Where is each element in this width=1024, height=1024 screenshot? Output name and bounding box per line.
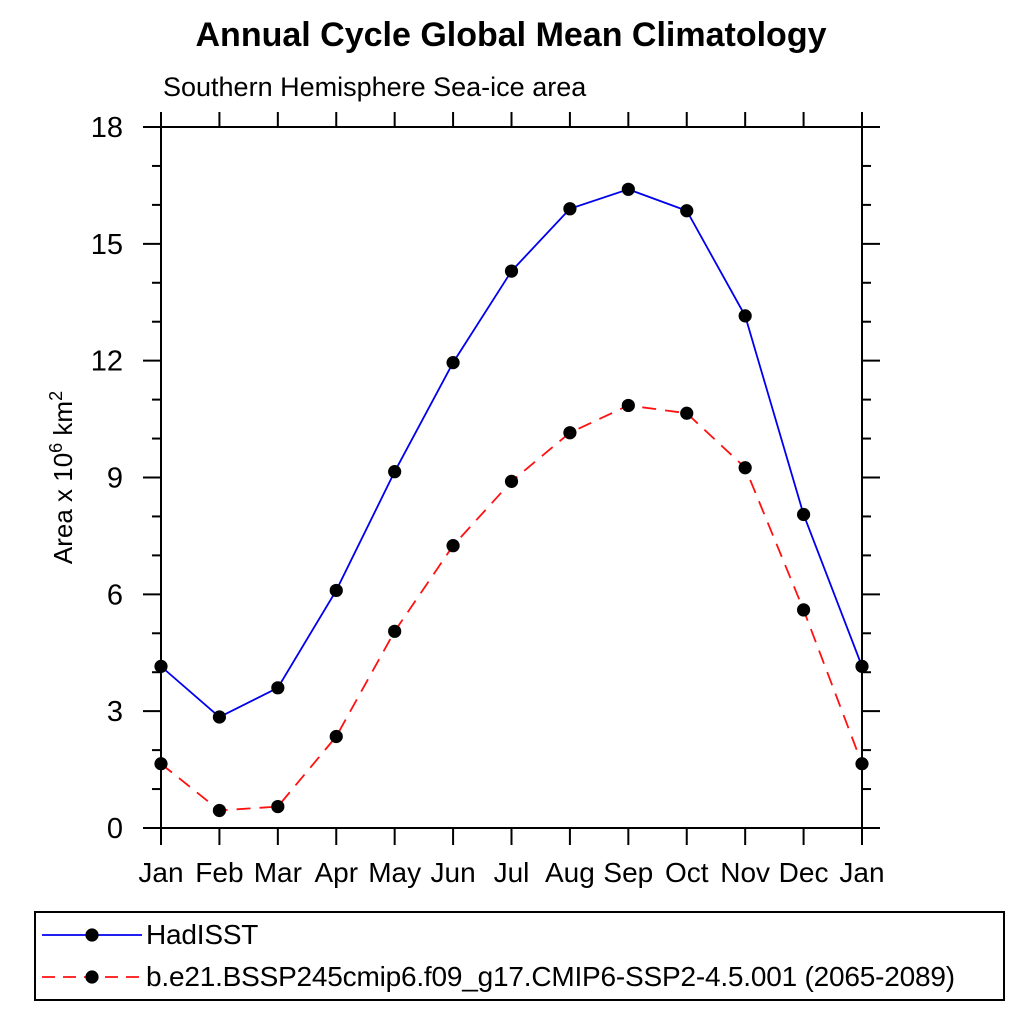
legend-sample-marker <box>85 970 99 984</box>
x-tick-label: Sep <box>603 857 653 888</box>
y-tick-label: 0 <box>107 813 123 845</box>
chart-subtitle: Southern Hemisphere Sea-ice area <box>163 72 587 102</box>
y-tick-label: 15 <box>91 229 123 261</box>
legend: HadISST b.e21.BSSP245cmip6.f09_g17.CMIP6… <box>34 911 1005 1001</box>
legend-sample-marker <box>85 928 99 942</box>
y-tick-label: 3 <box>107 696 123 728</box>
data-point-marker <box>212 710 227 724</box>
data-point-marker <box>738 461 752 475</box>
data-point-marker <box>446 356 460 370</box>
data-point-marker <box>563 202 577 216</box>
data-point-marker <box>329 583 343 598</box>
legend-item-model: b.e21.BSSP245cmip6.f09_g17.CMIP6-SSP2-4.… <box>36 957 1003 997</box>
data-point-marker <box>680 406 694 420</box>
y-tick-label: 12 <box>91 346 123 378</box>
x-tick-label: Jan <box>839 857 884 888</box>
data-point-marker <box>271 799 285 814</box>
x-tick-label: Jun <box>431 857 476 888</box>
y-tick-label: 9 <box>107 463 123 495</box>
data-point-marker <box>504 474 519 488</box>
data-point-marker <box>621 398 635 413</box>
x-tick-label: Apr <box>314 857 358 888</box>
data-point-marker <box>621 182 635 196</box>
x-tick-label: Oct <box>665 857 709 888</box>
data-point-marker <box>504 264 519 278</box>
y-tick-label: 6 <box>107 579 123 611</box>
x-tick-label: Feb <box>195 857 243 888</box>
chart-title: Annual Cycle Global Mean Climatology <box>195 16 827 54</box>
data-point-marker <box>796 507 811 522</box>
data-point-marker <box>154 757 168 771</box>
x-tick-label: Nov <box>720 857 770 888</box>
legend-line-sample-solid-icon <box>42 928 142 942</box>
y-axis-label: Area x 106 km2 <box>46 391 78 564</box>
data-point-marker <box>855 659 869 673</box>
y-tick-label: 18 <box>91 112 123 144</box>
x-tick-label: Aug <box>545 857 595 888</box>
data-point-marker <box>563 426 577 440</box>
data-point-marker <box>388 624 402 638</box>
series-line-1 <box>160 404 863 812</box>
data-point-marker <box>388 465 402 479</box>
data-point-marker <box>329 729 343 744</box>
x-tick-label: Jan <box>138 857 183 888</box>
data-point-marker <box>446 539 460 553</box>
legend-label: b.e21.BSSP245cmip6.f09_g17.CMIP6-SSP2-4.… <box>146 961 955 992</box>
legend-item-hadisst: HadISST <box>36 915 1003 955</box>
x-tick-label: Jul <box>494 857 530 888</box>
legend-line-sample-dashed-icon <box>42 970 142 984</box>
x-tick-label: May <box>368 857 421 888</box>
data-point-marker <box>680 204 694 218</box>
data-point-marker <box>212 803 227 818</box>
data-point-marker <box>796 603 811 617</box>
data-point-marker <box>271 681 285 695</box>
data-point-marker <box>154 659 168 673</box>
x-tick-label: Mar <box>254 857 302 888</box>
x-tick-label: Dec <box>779 857 829 888</box>
data-point-marker <box>738 309 752 323</box>
data-point-marker <box>855 757 869 771</box>
legend-label: HadISST <box>146 919 259 950</box>
